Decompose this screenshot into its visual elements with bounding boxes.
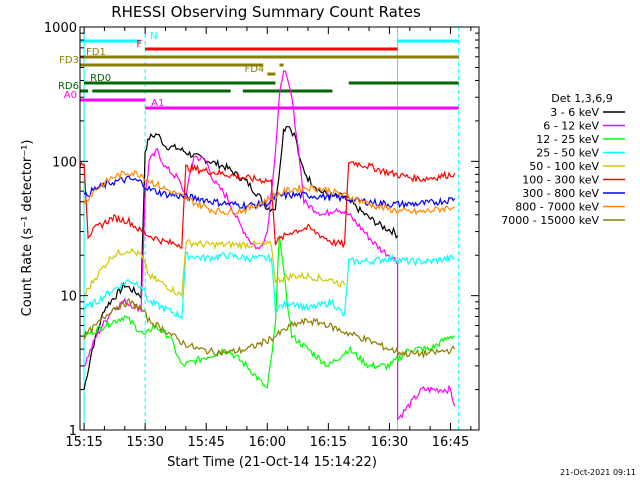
y-tick-label: 100 <box>52 155 77 170</box>
flag-bar-label: FD1 <box>86 47 106 58</box>
flag-bar-label: A1 <box>151 98 164 109</box>
legend-label: 6 - 12 keV <box>543 120 599 133</box>
legend-label: 25 - 50 keV <box>536 147 599 160</box>
flag-bar-label: FD3 <box>59 55 79 66</box>
series-line <box>83 238 346 298</box>
y-tick-label: 10 <box>60 290 77 305</box>
x-tick-label: 16:45 <box>432 435 469 450</box>
x-tick-label: 16:15 <box>310 435 347 450</box>
legend-label: 7000 - 15000 keV <box>501 214 599 227</box>
series-line <box>83 251 455 321</box>
plot-frame <box>79 26 480 431</box>
x-tick-label: 15:15 <box>65 435 102 450</box>
legend-label: 50 - 100 keV <box>529 160 599 173</box>
flag-bar-label: N <box>150 31 157 42</box>
legend-label: 100 - 300 keV <box>522 174 599 187</box>
x-axis-label: Start Time (21-Oct-14 15:14:22) <box>167 455 377 470</box>
x-tick-label: 15:45 <box>187 435 224 450</box>
legend-label: 300 - 800 keV <box>522 187 599 200</box>
flag-bar-label: RD6 <box>58 81 79 92</box>
series-line <box>83 175 456 211</box>
y-tick-label: 1 <box>69 424 77 439</box>
series-line <box>79 161 456 249</box>
chart-title: RHESSI Observing Summary Count Rates <box>111 3 421 21</box>
series-line <box>83 235 455 389</box>
render-timestamp: 21-Oct-2021 09:11 <box>560 468 636 477</box>
series-line <box>83 169 455 216</box>
flag-bar-label: A0 <box>64 90 77 101</box>
legend-label: 3 - 6 keV <box>550 106 599 119</box>
flag-bar-label: RD0 <box>90 73 111 84</box>
legend-label: 12 - 25 keV <box>536 133 599 146</box>
x-tick-label: 16:00 <box>249 435 286 450</box>
y-tick-label: 1000 <box>44 21 77 36</box>
legend-title: Det 1,3,6,9 <box>551 92 613 105</box>
x-tick-label: 16:30 <box>371 435 408 450</box>
x-tick-label: 15:30 <box>126 435 163 450</box>
axis-ticks: 15:15 15:30 15:45 16:00 16:15 16:30 16:45 1 10 10… <box>44 21 479 450</box>
series-line <box>83 297 456 359</box>
y-axis-label: Count Rate (s⁻¹ detector⁻¹) <box>20 140 35 317</box>
legend-label: 800 - 7000 keV <box>515 201 599 214</box>
flag-bar-label: FD4 <box>244 64 264 75</box>
flag-bar-label: F <box>136 39 142 50</box>
